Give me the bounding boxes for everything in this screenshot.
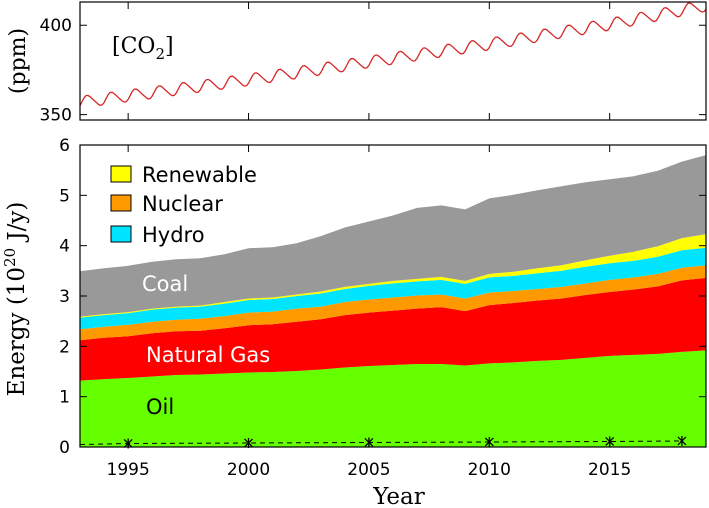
legend: Renewable Nuclear Hydro — [110, 163, 257, 247]
energy-xtick-label: 2000 — [227, 460, 270, 480]
co2-line — [79, 2, 707, 106]
energy-ytick-label: 5 — [59, 186, 70, 206]
baseline-marker — [484, 436, 494, 447]
legend-swatch-renewable — [110, 165, 132, 183]
legend-label-nuclear: Nuclear — [142, 192, 223, 216]
baseline-marker — [677, 435, 687, 446]
energy-plot-frame — [79, 144, 707, 448]
legend-label-hydro: Hydro — [142, 223, 205, 247]
energy-xtick-label: 2010 — [468, 460, 511, 480]
co2-tick-group: 350 400 — [40, 2, 706, 126]
energy-ytick-label: 2 — [59, 337, 70, 357]
energy-ytick-label: 4 — [59, 237, 70, 257]
baseline-marker — [244, 437, 253, 448]
energy-ytick-label: 1 — [59, 388, 70, 408]
co2-y-axis-label: (ppm) — [6, 28, 31, 94]
energy-xtick-label: 2005 — [347, 460, 390, 480]
baseline-markers-group — [79, 435, 687, 449]
legend-swatch-nuclear — [110, 194, 132, 212]
energy-ytick-label: 3 — [59, 287, 70, 307]
co2-panel-title: [CO2] — [112, 34, 174, 63]
area-label-natural-gas: Natural Gas — [146, 343, 270, 367]
area-hydro — [80, 247, 706, 330]
area-label-coal: Coal — [142, 272, 188, 296]
energy-y-axis-label: Energy (1020 J/y) — [1, 202, 30, 397]
energy-x-axis-label: Year — [372, 484, 425, 508]
legend-item-hydro: Hydro — [110, 223, 205, 247]
baseline-marker — [364, 437, 374, 448]
legend-item-nuclear: Nuclear — [110, 192, 223, 216]
baseline-marker — [605, 436, 615, 447]
co2-panel: 350 400 [CO2] (ppm) — [6, 1, 707, 126]
legend-swatch-hydro — [110, 225, 132, 243]
area-label-oil: Oil — [146, 395, 174, 419]
energy-area-group — [80, 155, 706, 447]
area-coal — [80, 155, 706, 317]
legend-label-renewable: Renewable — [142, 163, 257, 187]
co2-ytick-label: 350 — [40, 106, 72, 126]
energy-panel: 0 1 2 3 4 5 6 1995 2000 2005 2010 2015 Coal Natural… — [1, 136, 707, 508]
energy-ytick-label: 0 — [59, 438, 70, 458]
legend-item-renewable: Renewable — [110, 163, 257, 187]
energy-xtick-label: 1995 — [107, 460, 150, 480]
energy-xtick-label: 2015 — [588, 460, 631, 480]
area-oil — [80, 350, 706, 447]
area-natural-gas — [80, 277, 706, 381]
energy-ytick-label: 6 — [59, 136, 70, 156]
energy-tick-group: 0 1 2 3 4 5 6 1995 2000 2005 2010 2015 — [59, 136, 706, 480]
co2-ytick-label: 400 — [40, 16, 72, 36]
co2-plot-frame — [79, 1, 707, 121]
area-nuclear — [80, 265, 706, 341]
